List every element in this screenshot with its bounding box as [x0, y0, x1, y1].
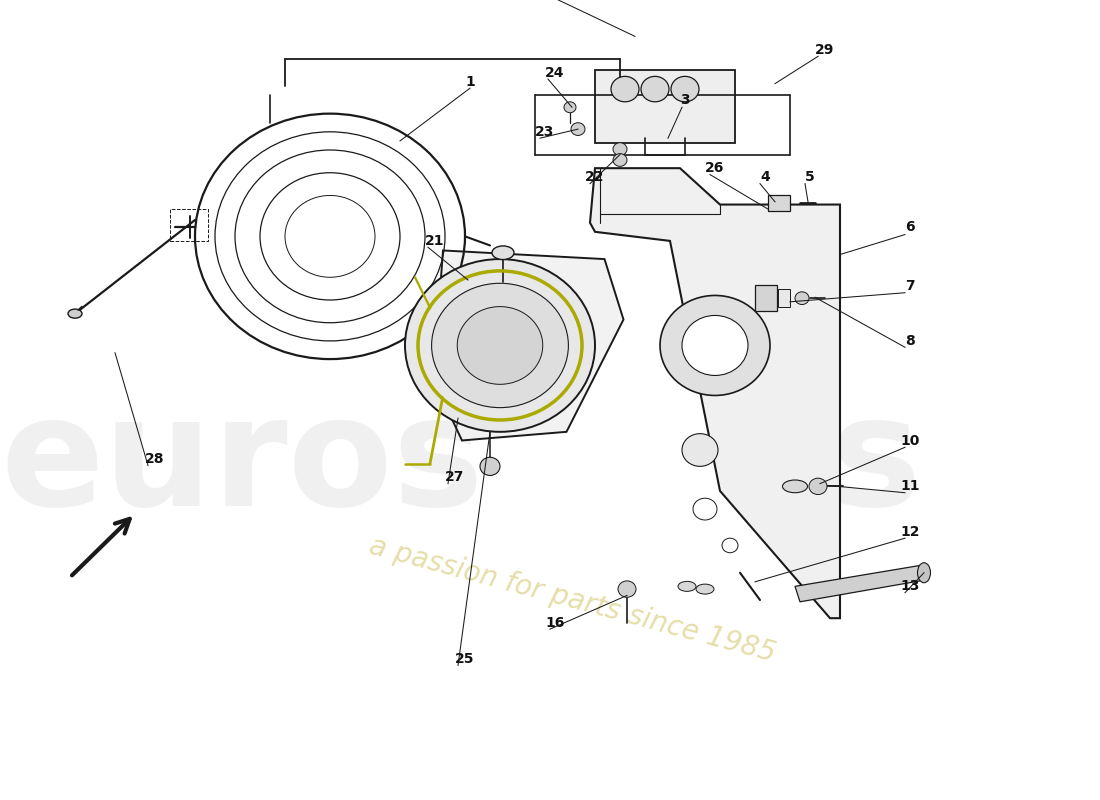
FancyBboxPatch shape: [595, 70, 735, 142]
Text: 7: 7: [905, 279, 915, 294]
Text: 3: 3: [680, 93, 690, 107]
Circle shape: [480, 458, 501, 475]
Ellipse shape: [696, 584, 714, 594]
Ellipse shape: [68, 309, 82, 318]
Circle shape: [808, 478, 827, 494]
Text: 24: 24: [546, 66, 564, 80]
Text: a passion for parts since 1985: a passion for parts since 1985: [365, 532, 779, 668]
Circle shape: [618, 581, 636, 598]
Text: 11: 11: [900, 479, 920, 494]
Text: 12: 12: [900, 525, 920, 539]
Text: 1: 1: [465, 75, 475, 89]
Circle shape: [405, 259, 595, 432]
Bar: [170, 209, 208, 241]
Circle shape: [571, 122, 585, 135]
Circle shape: [613, 142, 627, 155]
Circle shape: [458, 306, 542, 384]
Text: 25: 25: [455, 652, 475, 666]
Text: 16: 16: [546, 616, 564, 630]
Bar: [755, 286, 777, 311]
Text: es: es: [728, 390, 922, 538]
Text: 29: 29: [815, 43, 835, 57]
Text: 23: 23: [536, 125, 554, 139]
Text: 5: 5: [805, 170, 815, 184]
Circle shape: [431, 283, 569, 408]
Text: 4: 4: [760, 170, 770, 184]
Ellipse shape: [782, 480, 807, 493]
Text: 28: 28: [145, 452, 165, 466]
Circle shape: [795, 292, 808, 305]
Text: 22: 22: [585, 170, 605, 184]
Text: 26: 26: [705, 161, 725, 175]
Text: 21: 21: [426, 234, 444, 248]
Circle shape: [671, 76, 698, 102]
Text: 6: 6: [905, 220, 915, 234]
Circle shape: [641, 76, 669, 102]
Circle shape: [613, 154, 627, 166]
Circle shape: [610, 76, 639, 102]
Polygon shape: [590, 168, 840, 618]
Polygon shape: [433, 250, 624, 441]
Circle shape: [693, 498, 717, 520]
Circle shape: [564, 102, 576, 113]
Ellipse shape: [678, 582, 696, 591]
Text: 27: 27: [446, 470, 464, 484]
Circle shape: [722, 538, 738, 553]
Ellipse shape: [492, 246, 514, 259]
Ellipse shape: [917, 562, 931, 582]
Polygon shape: [795, 566, 925, 602]
Circle shape: [682, 434, 718, 466]
Circle shape: [660, 295, 770, 395]
Text: 8: 8: [905, 334, 915, 348]
Text: euros: euros: [0, 390, 484, 538]
Bar: [768, 194, 790, 211]
Circle shape: [682, 315, 748, 375]
Bar: [778, 289, 790, 307]
Text: 13: 13: [900, 579, 920, 594]
Text: 10: 10: [900, 434, 920, 448]
